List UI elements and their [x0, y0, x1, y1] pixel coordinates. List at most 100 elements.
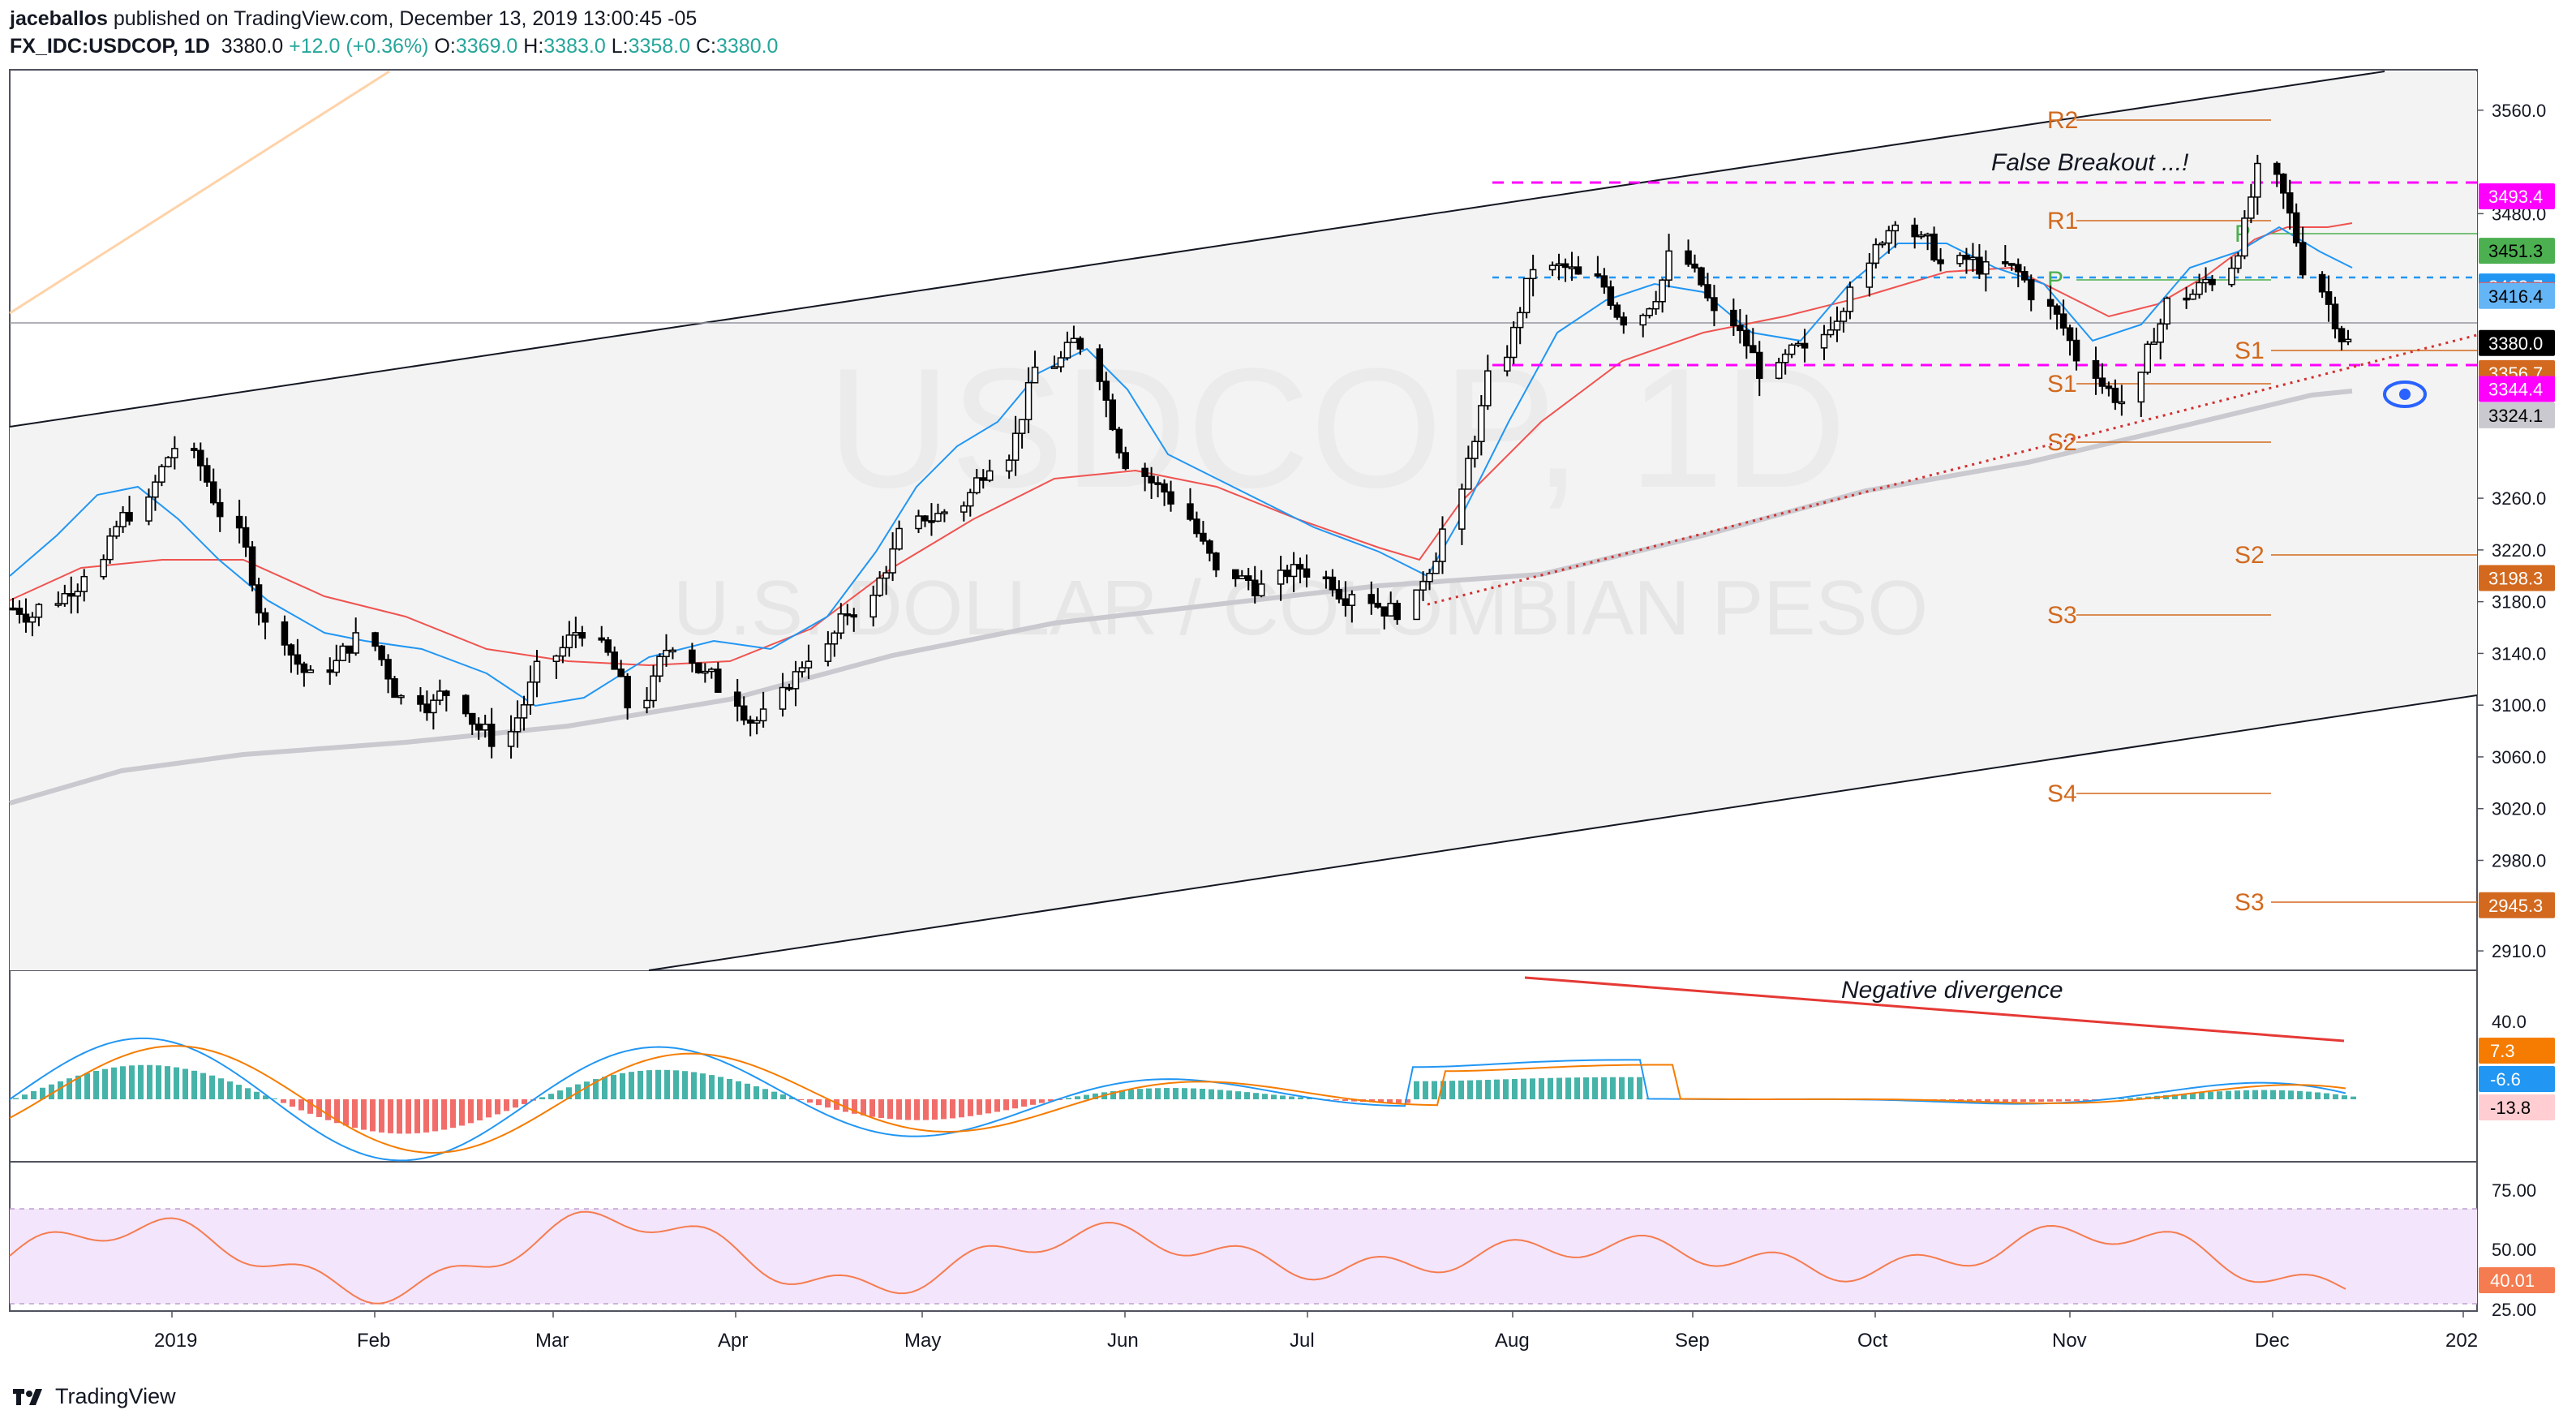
candle[interactable]	[1031, 350, 1039, 384]
candle[interactable]	[2331, 296, 2339, 339]
candle[interactable]	[2318, 271, 2326, 299]
candle[interactable]	[1290, 552, 1298, 592]
candle[interactable]	[1471, 435, 1479, 468]
candle[interactable]	[1820, 325, 1828, 360]
candle[interactable]	[2189, 289, 2196, 300]
candle[interactable]	[669, 647, 676, 660]
macd-signal-line[interactable]	[9, 1045, 2346, 1154]
candle[interactable]	[1024, 367, 1033, 433]
candle[interactable]	[1342, 581, 1350, 617]
channel-lower-line[interactable]	[648, 694, 2478, 971]
candle[interactable]	[1516, 307, 1524, 345]
candle[interactable]	[1011, 415, 1020, 476]
pivot-levels[interactable]: R2 R1 P S1 S2 S3 S4 P S1 S2 S3	[2047, 107, 2477, 916]
candle[interactable]	[1937, 247, 1944, 272]
candle[interactable]	[1387, 591, 1394, 617]
candle[interactable]	[1872, 238, 1880, 269]
candle[interactable]	[1522, 277, 1531, 319]
candle[interactable]	[1374, 587, 1381, 609]
candle[interactable]	[2098, 363, 2106, 394]
candle[interactable]	[397, 694, 405, 705]
candle[interactable]	[468, 712, 476, 735]
candle[interactable]	[1775, 357, 1783, 380]
candle[interactable]	[1607, 280, 1615, 310]
candle[interactable]	[1659, 278, 1666, 313]
candle[interactable]	[2286, 179, 2294, 230]
candle[interactable]	[378, 644, 385, 666]
candle[interactable]	[805, 644, 813, 679]
candle[interactable]	[216, 488, 224, 532]
candle[interactable]	[2228, 256, 2235, 287]
candle[interactable]	[106, 527, 114, 564]
candle[interactable]	[1963, 247, 1970, 274]
candle[interactable]	[2157, 318, 2164, 359]
candle[interactable]	[895, 520, 903, 551]
candle[interactable]	[2092, 346, 2100, 395]
candle[interactable]	[158, 464, 165, 487]
candle[interactable]	[9, 598, 17, 611]
eye-icon[interactable]	[2383, 380, 2427, 408]
candle[interactable]	[100, 554, 107, 580]
candle[interactable]	[2209, 275, 2216, 291]
candle[interactable]	[1122, 446, 1129, 471]
candle[interactable]	[1509, 321, 1518, 365]
candle[interactable]	[2344, 329, 2352, 346]
candle[interactable]	[1076, 336, 1084, 355]
candle[interactable]	[1833, 306, 1841, 342]
divergence-annotation[interactable]: Negative divergence	[1841, 977, 2063, 1004]
candle[interactable]	[119, 505, 127, 534]
tradingview-logo-icon[interactable]	[11, 1385, 47, 1409]
candle[interactable]	[281, 615, 289, 656]
candle[interactable]	[1865, 252, 1874, 297]
candle[interactable]	[1200, 521, 1207, 545]
candle[interactable]	[165, 456, 172, 468]
candle[interactable]	[287, 643, 295, 673]
candle[interactable]	[2248, 183, 2255, 224]
candle[interactable]	[689, 643, 696, 673]
candle[interactable]	[759, 691, 767, 728]
candle[interactable]	[1148, 466, 1155, 499]
candle[interactable]	[928, 503, 935, 536]
candle[interactable]	[2183, 286, 2190, 309]
candle[interactable]	[915, 509, 922, 534]
candle[interactable]	[1737, 308, 1744, 344]
candle[interactable]	[2111, 379, 2119, 411]
candle[interactable]	[785, 683, 793, 691]
candle[interactable]	[2279, 173, 2287, 209]
candle[interactable]	[1335, 580, 1343, 604]
candle[interactable]	[54, 591, 62, 608]
candle[interactable]	[209, 468, 217, 505]
candle[interactable]	[2053, 303, 2061, 330]
candle[interactable]	[2015, 258, 2022, 288]
candle[interactable]	[831, 630, 839, 657]
candle[interactable]	[61, 584, 69, 607]
sma-long-line[interactable]	[9, 389, 2353, 806]
false-breakout-annotation[interactable]: False Breakout ...!	[1991, 149, 2189, 176]
candle[interactable]	[2299, 226, 2307, 279]
candle[interactable]	[1698, 266, 1705, 287]
candle[interactable]	[934, 503, 942, 522]
candle[interactable]	[2020, 266, 2029, 283]
candle[interactable]	[1574, 256, 1582, 275]
candle[interactable]	[2202, 267, 2209, 293]
candle[interactable]	[1380, 606, 1388, 630]
candle[interactable]	[1503, 345, 1511, 376]
channel-upper-line[interactable]	[9, 71, 2385, 428]
candle[interactable]	[1976, 243, 1983, 279]
candle[interactable]	[1600, 268, 1608, 294]
candle[interactable]	[1743, 314, 1750, 359]
candle[interactable]	[1244, 568, 1252, 591]
candle[interactable]	[650, 664, 657, 708]
candle[interactable]	[261, 608, 269, 640]
candle[interactable]	[1840, 307, 1848, 333]
candle[interactable]	[980, 469, 987, 489]
candle[interactable]	[1109, 393, 1117, 432]
candle[interactable]	[191, 442, 198, 459]
candle[interactable]	[1756, 341, 1763, 397]
candle[interactable]	[1827, 316, 1835, 338]
candle[interactable]	[1367, 581, 1376, 615]
candle[interactable]	[1296, 557, 1304, 583]
candle[interactable]	[1711, 285, 1718, 327]
candle[interactable]	[1161, 479, 1168, 506]
dotted-trendline[interactable]	[1427, 333, 2478, 606]
